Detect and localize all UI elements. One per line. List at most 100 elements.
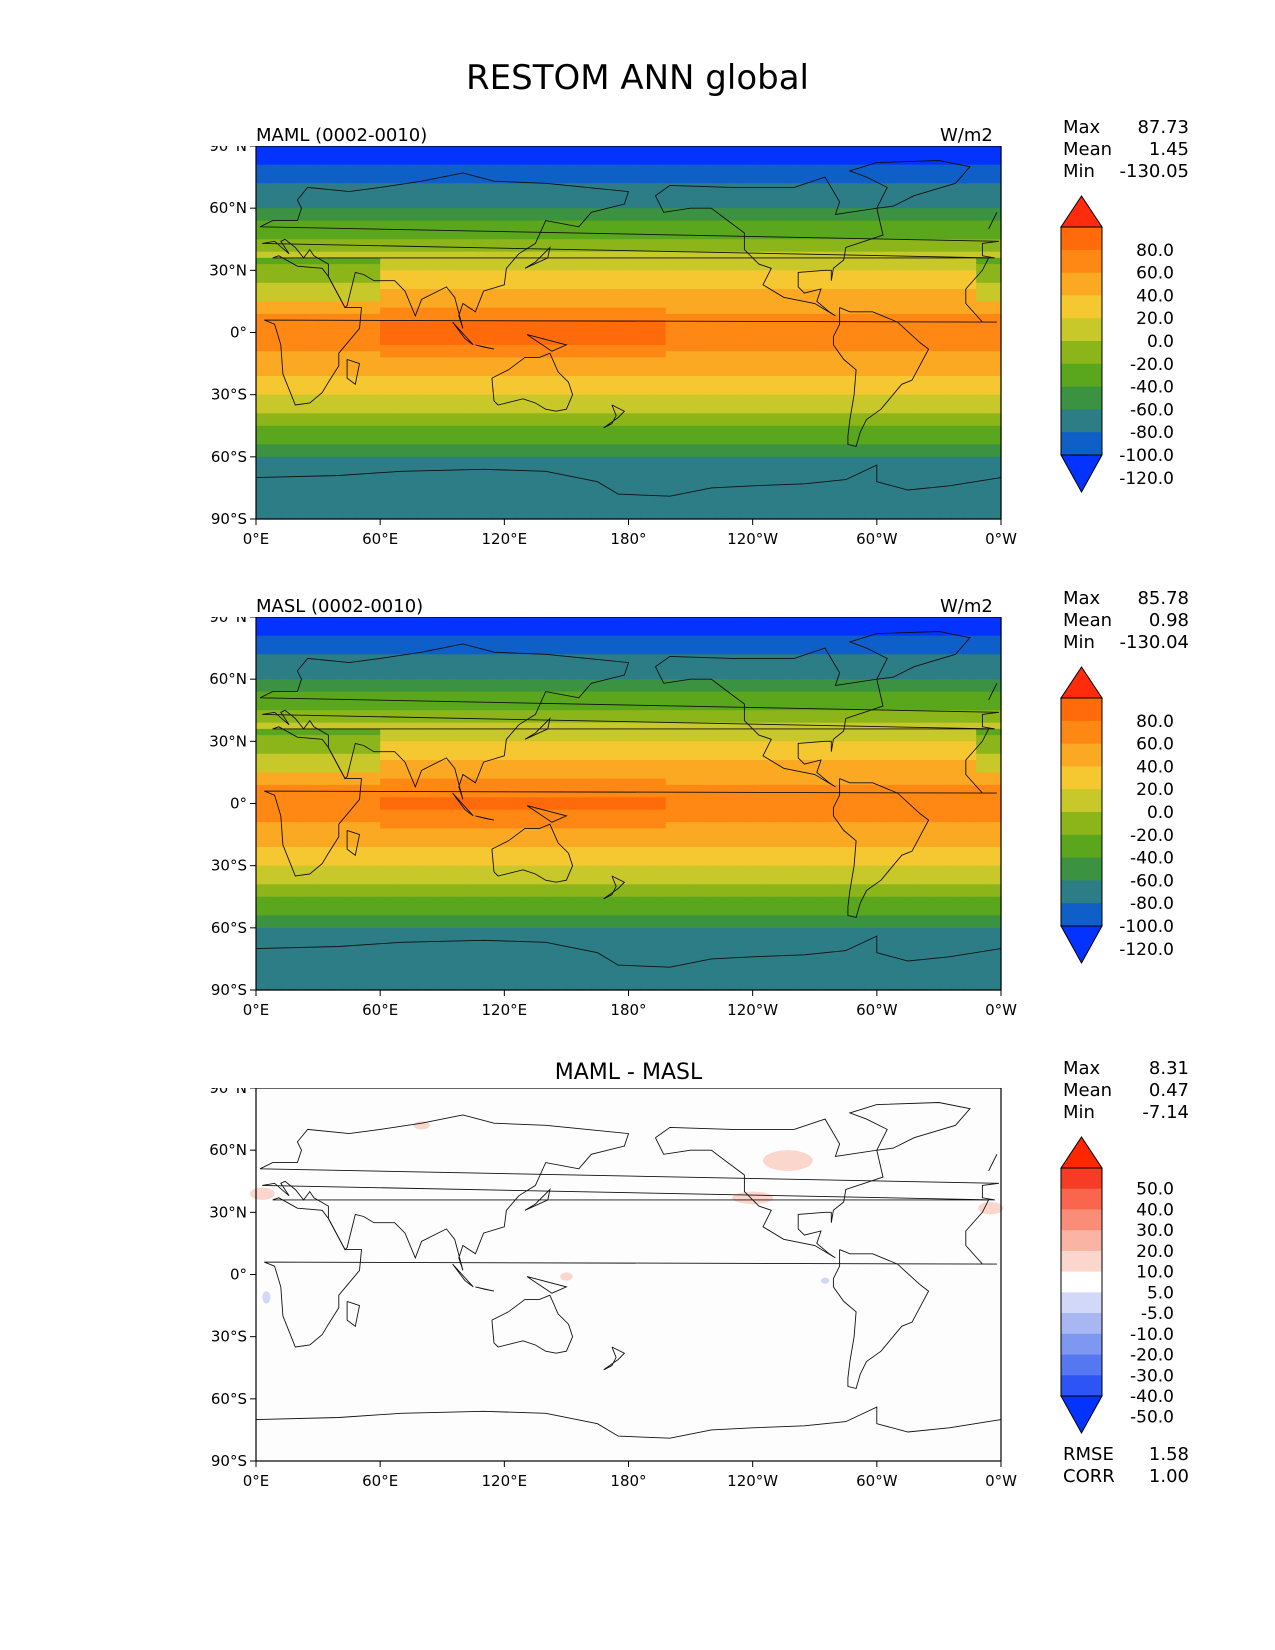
contour-cell [777, 617, 791, 624]
contour-cell [864, 239, 878, 247]
contour-cell [703, 195, 717, 203]
contour-cell [355, 506, 369, 514]
contour-cell [318, 208, 332, 215]
contour-cell [578, 419, 592, 427]
contour-cell [405, 177, 419, 184]
contour-cell [491, 338, 505, 346]
contour-cell [504, 264, 518, 271]
contour-cell [554, 413, 568, 421]
contour-cell [889, 382, 903, 390]
contour-cell [727, 481, 741, 489]
contour-cell [355, 710, 369, 718]
contour-cell [690, 735, 704, 742]
contour-cell [963, 691, 977, 699]
contour-cell [926, 344, 940, 352]
contour-cell [678, 233, 692, 240]
contour-cell [653, 728, 667, 736]
contour-cell [417, 363, 431, 371]
contour-cell [889, 233, 903, 240]
contour-cell [963, 251, 977, 259]
contour-cell [926, 475, 940, 483]
contour-cell [678, 226, 692, 234]
contour-cell [789, 716, 803, 724]
contour-cell [802, 629, 816, 637]
contour-cell [342, 419, 356, 427]
contour-cell [392, 245, 406, 253]
contour-cell [901, 704, 915, 711]
contour-cell [367, 735, 381, 742]
contour-cell [541, 623, 555, 631]
contour-cell [504, 438, 518, 445]
contour-cell [342, 388, 356, 396]
contour-cell [293, 413, 307, 421]
contour-cell [914, 617, 928, 624]
contour-cell [727, 295, 741, 303]
contour-cell [268, 419, 282, 427]
contour-cell [852, 201, 866, 209]
contour-cell [429, 189, 443, 197]
contour-cell [603, 469, 617, 477]
contour-cell [802, 233, 816, 240]
contour-cell [740, 648, 754, 655]
contour-cell [653, 170, 667, 178]
contour-cell [479, 635, 493, 643]
contour-cell [926, 301, 940, 309]
contour-cell [380, 500, 394, 508]
contour-cell [380, 208, 394, 215]
contour-cell [765, 158, 779, 166]
contour-cell [914, 326, 928, 334]
contour-cell [938, 264, 952, 271]
contour-cell [578, 413, 592, 421]
contour-cell [566, 716, 580, 724]
contour-cell [665, 177, 679, 184]
contour-cell [690, 716, 704, 724]
contour-cell [640, 351, 654, 358]
contour-cell [516, 685, 530, 693]
contour-cell [591, 183, 605, 191]
contour-cell [690, 450, 704, 458]
contour-cell [914, 239, 928, 247]
contour-cell [380, 672, 394, 680]
contour-cell [330, 654, 344, 662]
contour-cell [938, 407, 952, 414]
contour-cell [938, 270, 952, 278]
contour-cell [715, 438, 729, 445]
contour-cell [541, 332, 555, 340]
contour-cell [988, 444, 1002, 452]
contour-cell [268, 264, 282, 271]
contour-cell [367, 407, 381, 414]
contour-cell [839, 220, 853, 228]
contour-cell [976, 208, 990, 215]
contour-cell [591, 220, 605, 228]
contour-cell [628, 691, 642, 699]
contour-cell [789, 152, 803, 160]
contour-cell [405, 344, 419, 352]
contour-cell [479, 463, 493, 470]
contour-cell [802, 332, 816, 340]
contour-cell [578, 716, 592, 724]
contour-cell [988, 716, 1002, 724]
contour-cell [740, 220, 754, 228]
contour-cell [777, 685, 791, 693]
contour-cell [566, 344, 580, 352]
contour-cell [839, 629, 853, 637]
contour-cell [938, 697, 952, 705]
contour-cell [454, 189, 468, 197]
contour-cell [417, 369, 431, 377]
contour-cell [926, 660, 940, 668]
contour-cell [938, 741, 952, 749]
contour-cell [827, 419, 841, 427]
contour-cell [802, 722, 816, 730]
contour-cell [628, 208, 642, 215]
contour-cell [703, 332, 717, 340]
contour-cell [305, 239, 319, 247]
contour-cell [256, 431, 270, 439]
contour-cell [305, 710, 319, 718]
contour-cell [367, 351, 381, 358]
contour-cell [827, 741, 841, 749]
contour-cell [603, 388, 617, 396]
contour-cell [268, 413, 282, 421]
contour-cell [951, 666, 965, 674]
contour-cell [926, 158, 940, 166]
contour-cell [765, 487, 779, 495]
